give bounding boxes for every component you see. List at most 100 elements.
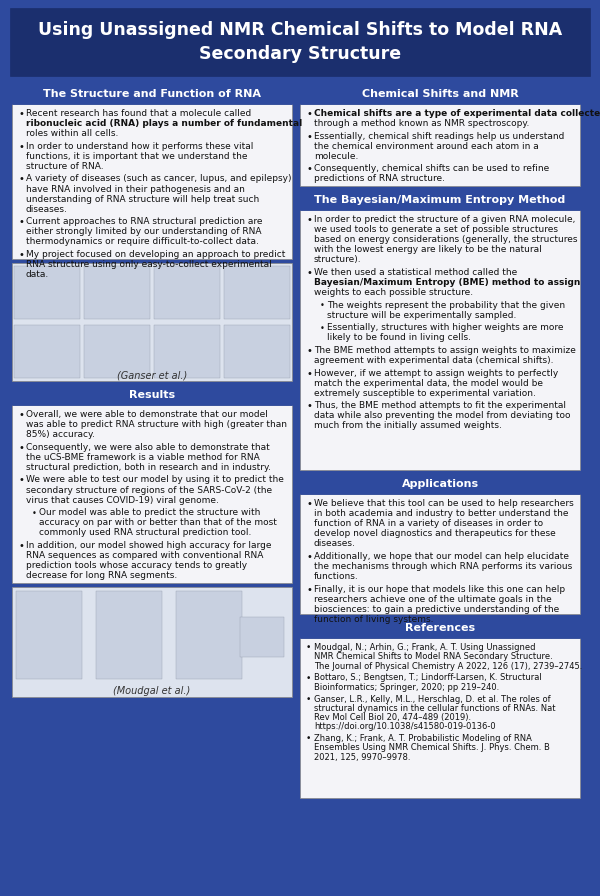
- Text: researchers achieve one of the ultimate goals in the: researchers achieve one of the ultimate …: [314, 595, 552, 604]
- Text: •: •: [306, 584, 312, 595]
- Text: Thus, the BME method attempts to fit the experimental: Thus, the BME method attempts to fit the…: [314, 401, 566, 410]
- Bar: [10, 8, 590, 76]
- Bar: [16, 591, 82, 679]
- Text: we used tools to generate a set of possible structures: we used tools to generate a set of possi…: [314, 225, 558, 234]
- Bar: [176, 591, 242, 679]
- Text: was able to predict RNA structure with high (greater than: was able to predict RNA structure with h…: [26, 420, 287, 429]
- Text: •: •: [306, 694, 311, 703]
- Bar: [14, 266, 80, 319]
- Text: function of living systems.: function of living systems.: [314, 615, 433, 624]
- Text: likely to be found in living cells.: likely to be found in living cells.: [327, 333, 471, 342]
- Text: The Journal of Physical Chemistry A 2022, 126 (17), 2739–2745.: The Journal of Physical Chemistry A 2022…: [314, 661, 583, 670]
- Text: •: •: [306, 735, 311, 744]
- Text: functions.: functions.: [314, 572, 359, 581]
- Text: References: References: [405, 623, 475, 633]
- Bar: [12, 587, 292, 697]
- Text: function of RNA in a variety of diseases in order to: function of RNA in a variety of diseases…: [314, 519, 543, 528]
- Text: Recent research has found that a molecule called: Recent research has found that a molecul…: [26, 109, 251, 118]
- Text: •: •: [306, 368, 312, 379]
- Text: through a method known as NMR spectroscopy.: through a method known as NMR spectrosco…: [314, 119, 529, 128]
- Text: with the lowest energy are likely to be the natural: with the lowest energy are likely to be …: [314, 246, 542, 254]
- Text: Consequently, we were also able to demonstrate that: Consequently, we were also able to demon…: [26, 443, 270, 452]
- Text: Bottaro, S.; Bengtsen, T.; Lindorff-Larsen, K. Structural: Bottaro, S.; Bengtsen, T.; Lindorff-Lars…: [314, 674, 542, 683]
- Bar: [154, 325, 220, 378]
- Text: Zhang, K.; Frank, A. T. Probabilistic Modeling of RNA: Zhang, K.; Frank, A. T. Probabilistic Mo…: [314, 734, 532, 743]
- Text: Bayesian/Maximum Entropy (BME) method to assign: Bayesian/Maximum Entropy (BME) method to…: [314, 278, 580, 287]
- Text: functions, it is important that we understand the: functions, it is important that we under…: [26, 151, 248, 160]
- Text: •: •: [18, 109, 24, 119]
- Text: •: •: [306, 674, 311, 683]
- Text: RNA structure using only easy-to-collect experimental: RNA structure using only easy-to-collect…: [26, 260, 272, 269]
- Text: We believe that this tool can be used to help researchers: We believe that this tool can be used to…: [314, 499, 574, 508]
- Text: •: •: [18, 541, 24, 551]
- Text: Chemical shifts are a type of experimental data collected: Chemical shifts are a type of experiment…: [314, 109, 600, 118]
- Text: •: •: [18, 476, 24, 486]
- Text: •: •: [18, 410, 24, 420]
- Text: •: •: [306, 164, 312, 175]
- Text: •: •: [306, 643, 311, 652]
- Bar: [84, 266, 150, 319]
- Bar: [154, 266, 220, 319]
- Text: •: •: [306, 346, 312, 356]
- Text: prediction tools whose accuracy tends to greatly: prediction tools whose accuracy tends to…: [26, 561, 247, 570]
- Text: Essentially, structures with higher weights are more: Essentially, structures with higher weig…: [327, 323, 563, 332]
- Text: have RNA involved in their pathogenesis and an: have RNA involved in their pathogenesis …: [26, 185, 245, 194]
- Text: The Structure and Function of RNA: The Structure and Function of RNA: [43, 89, 261, 99]
- Bar: [12, 405, 292, 583]
- Text: the chemical environment around each atom in a: the chemical environment around each ato…: [314, 142, 539, 151]
- Bar: [84, 325, 150, 378]
- Bar: [224, 325, 290, 378]
- Text: accuracy on par with or better than that of the most: accuracy on par with or better than that…: [39, 518, 277, 527]
- Text: The weights represent the probability that the given: The weights represent the probability th…: [327, 300, 565, 310]
- Text: Results: Results: [129, 390, 175, 400]
- Text: structure will be experimentally sampled.: structure will be experimentally sampled…: [327, 311, 517, 320]
- Text: decrease for long RNA segments.: decrease for long RNA segments.: [26, 571, 177, 580]
- Text: either strongly limited by our understanding of RNA: either strongly limited by our understan…: [26, 228, 262, 237]
- Text: Applications: Applications: [401, 479, 479, 489]
- Bar: [300, 190, 580, 210]
- Text: data.: data.: [26, 270, 49, 280]
- Text: thermodynamics or require difficult-to-collect data.: thermodynamics or require difficult-to-c…: [26, 237, 259, 246]
- Bar: [12, 104, 292, 259]
- Text: biosciences: to gain a predictive understanding of the: biosciences: to gain a predictive unders…: [314, 605, 559, 614]
- Text: 85%) accuracy.: 85%) accuracy.: [26, 430, 95, 439]
- Bar: [96, 591, 162, 679]
- Text: •: •: [306, 401, 312, 411]
- Bar: [300, 210, 580, 470]
- Text: Ganser, L.R., Kelly, M.L., Herschlag, D. et al. The roles of: Ganser, L.R., Kelly, M.L., Herschlag, D.…: [314, 694, 551, 703]
- Text: NMR Chemical Shifts to Model RNA Secondary Structure.: NMR Chemical Shifts to Model RNA Seconda…: [314, 652, 553, 661]
- Text: secondary structure of regions of the SARS-CoV-2 (the: secondary structure of regions of the SA…: [26, 486, 272, 495]
- Text: extremely susceptible to experimental variation.: extremely susceptible to experimental va…: [314, 389, 536, 398]
- Text: Ensembles Using NMR Chemical Shifts. J. Phys. Chem. B: Ensembles Using NMR Chemical Shifts. J. …: [314, 744, 550, 753]
- Bar: [12, 385, 292, 405]
- Text: •: •: [18, 250, 24, 260]
- Text: much from the initially assumed weights.: much from the initially assumed weights.: [314, 421, 502, 430]
- Text: match the experimental data, the model would be: match the experimental data, the model w…: [314, 379, 543, 388]
- Text: predictions of RNA structure.: predictions of RNA structure.: [314, 175, 445, 184]
- Text: •: •: [18, 175, 24, 185]
- Text: structure).: structure).: [314, 255, 362, 264]
- Text: We then used a statistical method called the: We then used a statistical method called…: [314, 268, 517, 277]
- Text: Overall, we were able to demonstrate that our model: Overall, we were able to demonstrate tha…: [26, 410, 268, 419]
- Bar: [300, 618, 580, 638]
- Text: agreement with experimental data (chemical shifts).: agreement with experimental data (chemic…: [314, 356, 554, 365]
- Text: diseases.: diseases.: [26, 204, 68, 213]
- Text: molecule.: molecule.: [314, 151, 358, 160]
- Bar: [300, 474, 580, 494]
- Bar: [300, 84, 580, 104]
- Bar: [14, 325, 80, 378]
- Text: structural dynamics in the cellular functions of RNAs. Nat: structural dynamics in the cellular func…: [314, 703, 556, 713]
- Text: based on energy considerations (generally, the structures: based on energy considerations (generall…: [314, 235, 577, 244]
- Text: Essentially, chemical shift readings help us understand: Essentially, chemical shift readings hel…: [314, 132, 565, 141]
- Bar: [12, 84, 292, 104]
- Bar: [12, 263, 292, 381]
- Text: 2021, 125, 9970–9978.: 2021, 125, 9970–9978.: [314, 753, 410, 762]
- Text: •: •: [306, 109, 312, 119]
- Text: Using Unassigned NMR Chemical Shifts to Model RNA
Secondary Structure: Using Unassigned NMR Chemical Shifts to …: [38, 22, 562, 63]
- Text: We were able to test our model by using it to predict the: We were able to test our model by using …: [26, 476, 284, 485]
- Text: RNA sequences as compared with conventional RNA: RNA sequences as compared with conventio…: [26, 551, 263, 560]
- Text: Bioinformatics; Springer, 2020; pp 219–240.: Bioinformatics; Springer, 2020; pp 219–2…: [314, 683, 499, 692]
- Text: commonly used RNA structural prediction tool.: commonly used RNA structural prediction …: [39, 529, 251, 538]
- Text: Consequently, chemical shifts can be used to refine: Consequently, chemical shifts can be use…: [314, 164, 549, 173]
- Text: In order to predict the structure of a given RNA molecule,: In order to predict the structure of a g…: [314, 215, 575, 224]
